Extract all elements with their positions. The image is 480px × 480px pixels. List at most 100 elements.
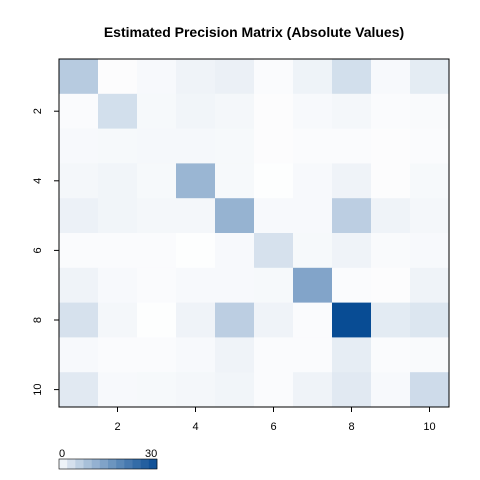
heatmap-cell-r6-c7 [293,233,333,269]
legend-max-label: 30 [145,448,157,460]
legend-swatch [116,459,125,469]
heatmap-cell-r10-c9 [371,372,411,408]
heatmap-cell-r3-c3 [137,128,177,164]
heatmap-cell-r5-c4 [176,198,216,234]
heatmap-cell-r9-c3 [137,337,177,373]
heatmap-cell-r1-c4 [176,59,216,95]
heatmap-cell-r1-c9 [371,59,411,95]
heatmap-cell-r6-c4 [176,233,216,269]
heatmap-cell-r3-c4 [176,128,216,164]
heatmap-cell-r10-c1 [59,372,99,408]
heatmap-cell-r5-c9 [371,198,411,234]
heatmap-cell-r7-c2 [98,267,138,303]
heatmap-cell-r8-c8 [332,302,372,338]
heatmap-cell-r5-c3 [137,198,177,234]
heatmap-cell-r9-c9 [371,337,411,373]
heatmap-cell-r4-c6 [254,163,294,199]
heatmap-cell-r10-c8 [332,372,372,408]
heatmap-cell-r10-c6 [254,372,294,408]
heatmap-cell-r4-c3 [137,163,177,199]
heatmap-cell-r9-c6 [254,337,294,373]
heatmap-cell-r9-c7 [293,337,333,373]
heatmap-cell-r8-c2 [98,302,138,338]
heatmap-cell-r10-c5 [215,372,255,408]
heatmap-cell-r8-c5 [215,302,255,338]
y-tick-label: 8 [32,317,44,323]
heatmap-cells [59,59,450,408]
heatmap-cell-r4-c8 [332,163,372,199]
y-tick-label: 10 [32,383,44,395]
legend-swatches [58,458,158,470]
heatmap-cell-r8-c3 [137,302,177,338]
heatmap-cell-r3-c5 [215,128,255,164]
heatmap-cell-r9-c10 [410,337,450,373]
heatmap-cell-r2-c6 [254,93,294,129]
legend-min-label: 0 [59,448,65,460]
heatmap-cell-r5-c5 [215,198,255,234]
x-axis: 2 4 6 8 10 [114,407,436,433]
heatmap-cell-r6-c1 [59,233,99,269]
heatmap-cell-r6-c5 [215,233,255,269]
legend-swatch [59,459,68,469]
heatmap-cell-r10-c4 [176,372,216,408]
y-tick-label: 6 [32,247,44,253]
heatmap-cell-r9-c4 [176,337,216,373]
heatmap-cell-r1-c3 [137,59,177,95]
legend-swatch [132,459,141,469]
heatmap-cell-r10-c7 [293,372,333,408]
heatmap-cell-r2-c4 [176,93,216,129]
heatmap-cell-r5-c10 [410,198,450,234]
heatmap-cell-r6-c10 [410,233,450,269]
plot-frame [58,58,450,408]
y-tick-label: 2 [32,108,44,114]
heatmap-cell-r4-c1 [59,163,99,199]
heatmap-cell-r1-c2 [98,59,138,95]
heatmap-cell-r5-c2 [98,198,138,234]
legend-swatch [99,459,109,469]
heatmap-cell-r8-c6 [254,302,294,338]
legend-frame [58,458,158,470]
legend-swatch [108,459,117,469]
heatmap-cell-r3-c7 [293,128,333,164]
color-legend: 0 30 [58,448,158,470]
x-tick-label: 2 [114,421,120,433]
x-tick-label: 4 [192,421,198,433]
heatmap-cell-r6-c3 [137,233,177,269]
heatmap-cell-r4-c2 [98,163,138,199]
heatmap-cell-r5-c8 [332,198,372,234]
heatmap-cell-r4-c9 [371,163,411,199]
heatmap-cell-r10-c10 [410,372,450,408]
heatmap-cell-r8-c7 [293,302,333,338]
heatmap-cell-r3-c1 [59,128,99,164]
heatmap-cell-r5-c6 [254,198,294,234]
heatmap-cell-r7-c6 [254,267,294,303]
heatmap-cell-r2-c9 [371,93,411,129]
heatmap-cell-r2-c7 [293,93,333,129]
heatmap-cell-r9-c8 [332,337,372,373]
heatmap-cell-r2-c8 [332,93,372,129]
legend-swatch [148,459,158,469]
heatmap-cell-r7-c1 [59,267,99,303]
x-tick-label: 8 [348,421,354,433]
heatmap-cell-r1-c8 [332,59,372,95]
heatmap-cell-r1-c10 [410,59,450,95]
heatmap-cell-r10-c2 [98,372,138,408]
heatmap-cell-r6-c8 [332,233,372,269]
heatmap-cell-r2-c5 [215,93,255,129]
legend-swatch [83,459,92,469]
heatmap-cell-r3-c8 [332,128,372,164]
legend-swatch [124,459,133,469]
heatmap-cell-r1-c5 [215,59,255,95]
heatmap-cell-r2-c10 [410,93,450,129]
heatmap-cell-r3-c9 [371,128,411,164]
heatmap-cell-r7-c5 [215,267,255,303]
heatmap-cell-r6-c9 [371,233,411,269]
legend-swatch [140,459,150,469]
y-axis: 2 4 6 8 10 [32,108,59,396]
heatmap-cell-r7-c4 [176,267,216,303]
chart-title: Estimated Precision Matrix (Absolute Val… [104,24,404,40]
heatmap-cell-r2-c1 [59,93,99,129]
heatmap-cell-r4-c4 [176,163,216,199]
heatmap-cell-r4-c5 [215,163,255,199]
